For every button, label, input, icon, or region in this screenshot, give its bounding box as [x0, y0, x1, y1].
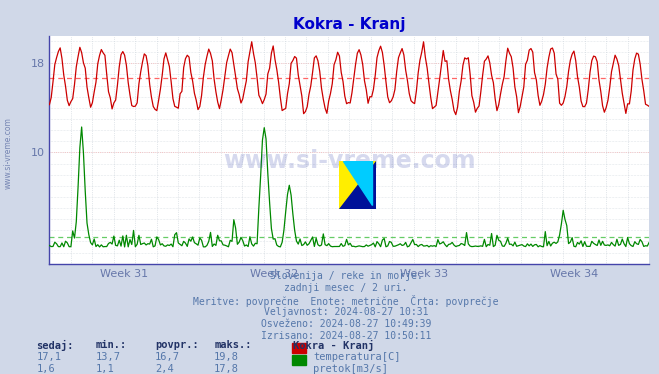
Polygon shape — [339, 161, 376, 209]
Text: 19,8: 19,8 — [214, 352, 239, 362]
Polygon shape — [343, 161, 372, 205]
Text: povpr.:: povpr.: — [155, 340, 198, 350]
Text: zadnji mesec / 2 uri.: zadnji mesec / 2 uri. — [284, 283, 408, 294]
Text: sedaj:: sedaj: — [36, 340, 74, 350]
Text: 13,7: 13,7 — [96, 352, 121, 362]
Text: Meritve: povprečne  Enote: metrične  Črta: povprečje: Meritve: povprečne Enote: metrične Črta:… — [193, 295, 499, 307]
Text: Kokra - Kranj: Kokra - Kranj — [293, 340, 374, 350]
Text: 17,1: 17,1 — [36, 352, 61, 362]
Text: 1,1: 1,1 — [96, 364, 114, 374]
Text: 17,8: 17,8 — [214, 364, 239, 374]
Text: Slovenija / reke in morje.: Slovenija / reke in morje. — [270, 271, 422, 281]
Text: 1,6: 1,6 — [36, 364, 55, 374]
Text: min.:: min.: — [96, 340, 127, 350]
Text: Osveženo: 2024-08-27 10:49:39: Osveženo: 2024-08-27 10:49:39 — [261, 319, 431, 329]
Text: Izrisano: 2024-08-27 10:50:11: Izrisano: 2024-08-27 10:50:11 — [261, 331, 431, 341]
Text: www.si-vreme.com: www.si-vreme.com — [223, 149, 476, 173]
Text: maks.:: maks.: — [214, 340, 252, 350]
Text: 16,7: 16,7 — [155, 352, 180, 362]
Text: Veljavnost: 2024-08-27 10:31: Veljavnost: 2024-08-27 10:31 — [264, 307, 428, 318]
Text: 2,4: 2,4 — [155, 364, 173, 374]
Text: temperatura[C]: temperatura[C] — [313, 352, 401, 362]
Polygon shape — [339, 161, 376, 209]
Text: www.si-vreme.com: www.si-vreme.com — [3, 117, 13, 189]
Title: Kokra - Kranj: Kokra - Kranj — [293, 16, 405, 31]
Text: pretok[m3/s]: pretok[m3/s] — [313, 364, 388, 374]
